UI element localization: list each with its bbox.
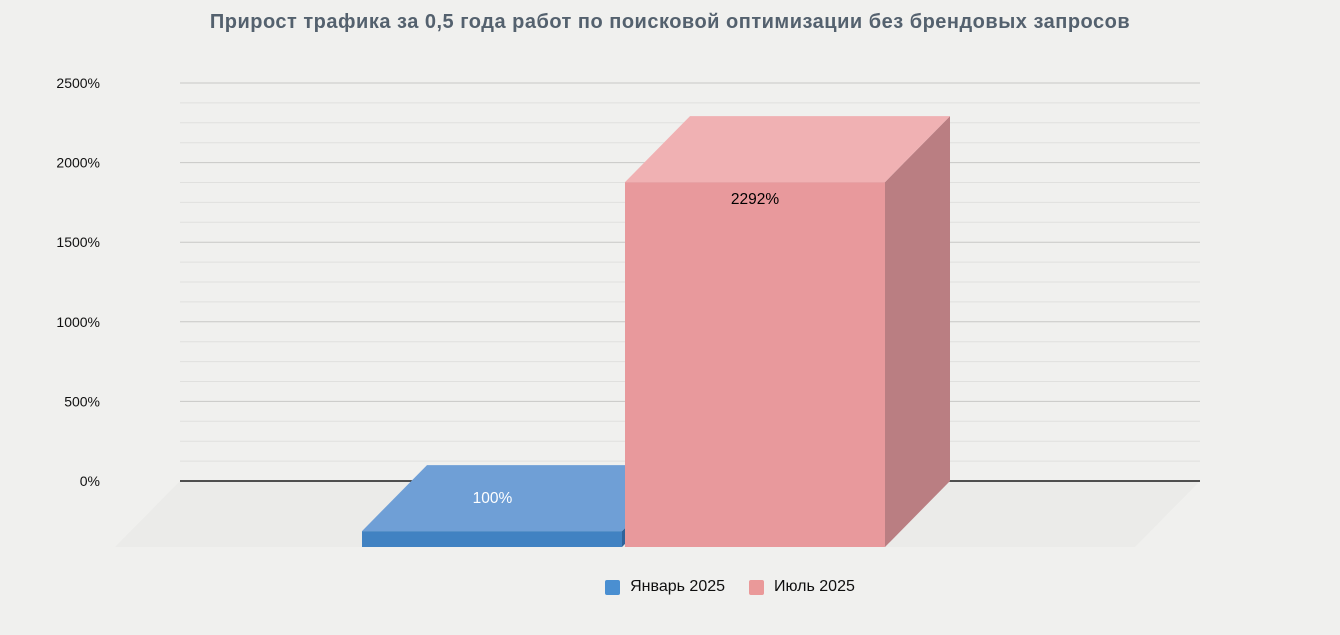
y-axis-tick-label: 1500% bbox=[56, 234, 100, 250]
bar-value-label: 100% bbox=[473, 490, 513, 507]
bar-side-face bbox=[885, 116, 950, 548]
legend-item-january-2025: Январь 2025 bbox=[605, 578, 725, 596]
legend-item-july-2025: Июль 2025 bbox=[749, 578, 855, 596]
bar-value-label: 2292% bbox=[731, 191, 779, 208]
bar-top-face bbox=[625, 116, 950, 183]
legend-label-july: Июль 2025 bbox=[774, 578, 855, 595]
bar-top-face bbox=[362, 465, 687, 532]
bar-front-face bbox=[362, 531, 622, 547]
y-axis-tick-label: 1000% bbox=[56, 314, 100, 330]
chart-title: Прирост трафика за 0,5 года работ по пои… bbox=[209, 11, 1131, 33]
bar-front-face bbox=[625, 182, 885, 548]
chart-legend: Январь 2025 Июль 2025 bbox=[0, 578, 1340, 596]
y-axis-tick-label: 0% bbox=[80, 473, 100, 489]
legend-swatch-january-icon bbox=[605, 579, 621, 595]
legend-swatch-july-icon bbox=[749, 579, 765, 595]
legend-label-january: Январь 2025 bbox=[630, 578, 726, 595]
y-axis-tick-label: 2000% bbox=[56, 155, 100, 171]
y-axis-tick-label: 2500% bbox=[56, 75, 100, 91]
y-axis-tick-label: 500% bbox=[64, 393, 100, 409]
